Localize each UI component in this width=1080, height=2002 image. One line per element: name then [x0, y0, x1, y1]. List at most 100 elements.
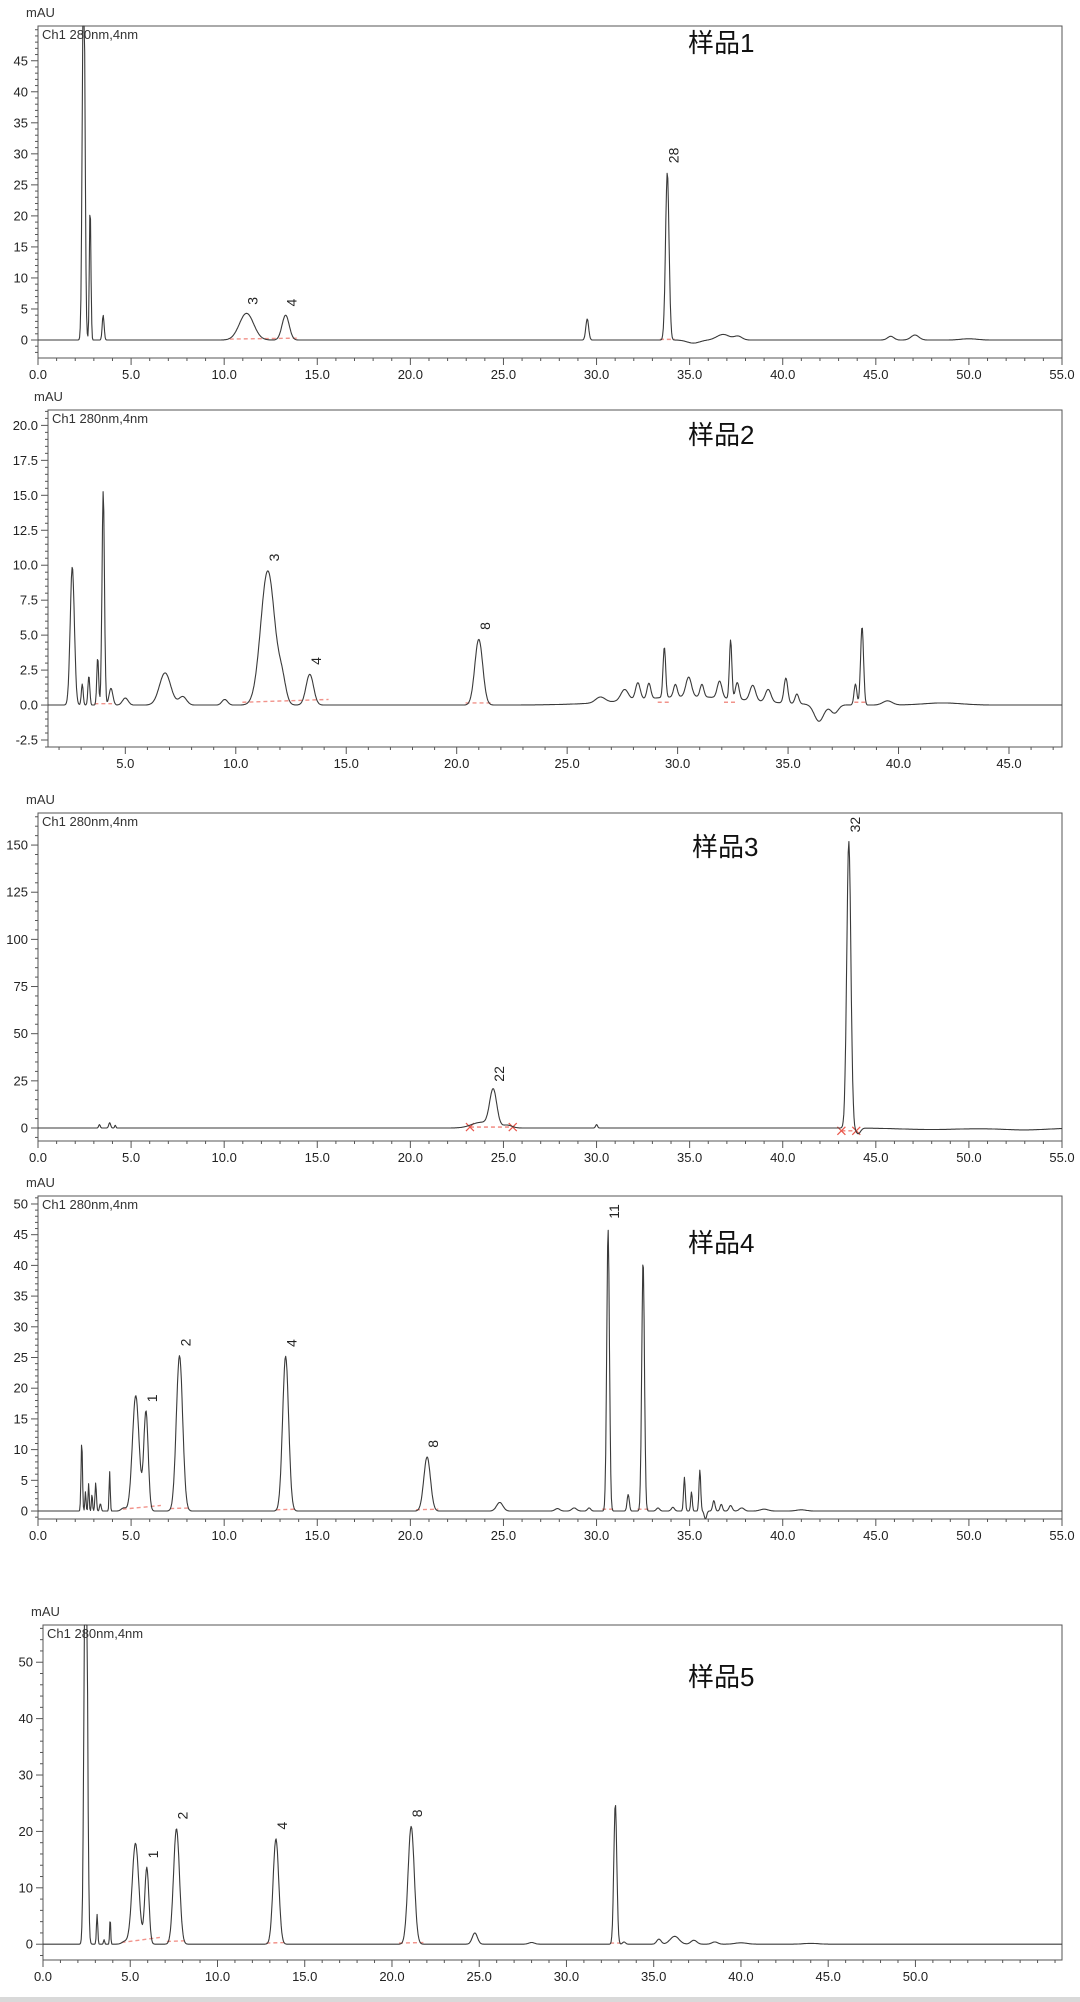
y-tick-label: 35 [14, 1289, 28, 1304]
y-tick-label: 5.0 [20, 628, 38, 643]
chart-canvas-1: 0.0 5.0 10.0 15.0 20.0 25.0 30.0 35.0 40.0 45.0 50… [14, 25, 1075, 382]
sample-title: 样品5 [688, 1662, 755, 1692]
x-tick-label: 0.0 [29, 367, 47, 382]
y-tick-label: 0 [21, 1120, 28, 1135]
y-axis-unit-label: mAU [31, 1604, 60, 1619]
y-tick-label: 0.0 [20, 698, 38, 713]
x-tick-label: 20.0 [398, 1150, 423, 1165]
chart-canvas-2: 5.0 10.0 15.0 20.0 25.0 30.0 35.0 40.0 45.0-2.50… [13, 409, 1063, 771]
x-tick-label: 25.0 [491, 1528, 516, 1543]
y-tick-label: 25 [14, 1350, 28, 1365]
x-tick-label: 20.0 [444, 756, 469, 771]
x-tick-label: 20.0 [398, 1528, 423, 1543]
peak-number-label: 1 [145, 1850, 161, 1858]
screenshot-bottom-edge [0, 1997, 1080, 2002]
x-tick-label: 20.0 [379, 1969, 404, 1984]
x-tick-label: 0.0 [29, 1150, 47, 1165]
peak-number-label: 8 [409, 1809, 425, 1817]
y-tick-label: 75 [14, 979, 28, 994]
plot-frame [37, 25, 1063, 359]
chromatogram-panel-1: 0.0 5.0 10.0 15.0 20.0 25.0 30.0 35.0 40.0 45.0 50… [0, 0, 1080, 386]
peak-number-label: 2 [174, 1811, 190, 1819]
channel-label: Ch1 280nm,4nm [42, 814, 139, 829]
chart-canvas-5: 0.0 5.0 10.0 15.0 20.0 25.0 30.0 35.0 40.0 45.0 50… [19, 1624, 1063, 1984]
peak-number-label: 3 [245, 297, 261, 305]
sample-title: 样品4 [688, 1228, 755, 1258]
y-tick-label: 125 [6, 885, 28, 900]
y-tick-label: 50 [19, 1655, 33, 1670]
x-tick-label: 35.0 [775, 756, 800, 771]
chromatogram-panel-4: 0.0 5.0 10.0 15.0 20.0 25.0 30.0 35.0 40.0 45.0 50… [0, 1172, 1080, 1572]
channel-label: Ch1 280nm,4nm [47, 1626, 144, 1641]
y-tick-label: 40 [14, 84, 28, 99]
sample-title: 样品1 [688, 28, 755, 58]
x-tick-label: 30.0 [554, 1969, 579, 1984]
y-tick-label: 25 [14, 1073, 28, 1088]
x-tick-label: 45.0 [863, 367, 888, 382]
peak-number-label: 4 [308, 657, 324, 665]
plot-frame [37, 812, 1063, 1142]
x-tick-label: 35.0 [677, 1528, 702, 1543]
x-tick-label: 30.0 [665, 756, 690, 771]
x-tick-label: 15.0 [305, 1528, 330, 1543]
y-tick-label: 12.5 [13, 523, 38, 538]
integration-baseline [276, 1508, 297, 1511]
peak-number-label: 8 [477, 622, 493, 630]
x-tick-label: 35.0 [677, 367, 702, 382]
integration-baseline [122, 1504, 161, 1510]
sample-title: 样品3 [692, 832, 759, 862]
chart-canvas-4: 0.0 5.0 10.0 15.0 20.0 25.0 30.0 35.0 40.0 45.0 50… [14, 1195, 1075, 1543]
x-tick-label: 50.0 [956, 1150, 981, 1165]
x-tick-label: 0.0 [34, 1969, 52, 1984]
chromatogram-trace [38, 840, 1063, 1135]
x-tick-label: 30.0 [584, 367, 609, 382]
y-tick-label: 2.5 [20, 663, 38, 678]
y-tick-label: 25 [14, 177, 28, 192]
chromatogram-trace [38, 25, 1062, 344]
integration-baseline [242, 698, 329, 703]
peak-number-label: 4 [274, 1822, 290, 1830]
y-axis-unit-label: mAU [26, 5, 55, 20]
integration-baseline [229, 337, 299, 340]
channel-label: Ch1 280nm,4nm [42, 1197, 139, 1212]
y-tick-label: -2.5 [16, 733, 38, 748]
x-tick-label: 30.0 [584, 1528, 609, 1543]
y-tick-label: 15 [14, 1411, 28, 1426]
x-tick-label: 35.0 [677, 1150, 702, 1165]
x-tick-label: 15.0 [305, 367, 330, 382]
x-tick-label: 40.0 [728, 1969, 753, 1984]
peak-number-label: 11 [606, 1204, 622, 1219]
x-tick-label: 15.0 [292, 1969, 317, 1984]
x-tick-label: 10.0 [205, 1969, 230, 1984]
x-tick-label: 40.0 [886, 756, 911, 771]
peak-number-label: 4 [284, 1339, 300, 1347]
x-tick-label: 25.0 [491, 367, 516, 382]
plot-frame [42, 1624, 1063, 1961]
chromatogram-panel-5: 0.0 5.0 10.0 15.0 20.0 25.0 30.0 35.0 40.0 45.0 50… [0, 1600, 1080, 2002]
y-tick-label: 50 [14, 1196, 28, 1211]
x-tick-label: 45.0 [996, 756, 1021, 771]
peak-number-label: 3 [266, 553, 282, 561]
y-tick-label: 20.0 [13, 418, 38, 433]
y-tick-label: 10 [14, 270, 28, 285]
x-tick-label: 55.0 [1049, 1528, 1074, 1543]
x-tick-label: 35.0 [641, 1969, 666, 1984]
y-tick-label: 30 [14, 146, 28, 161]
chromatogram-panel-2: 5.0 10.0 15.0 20.0 25.0 30.0 35.0 40.0 45.0 -2.5 0… [0, 388, 1080, 780]
y-tick-label: 40 [14, 1258, 28, 1273]
y-tick-label: 45 [14, 1227, 28, 1242]
y-tick-label: 35 [14, 115, 28, 130]
plot-frame [47, 409, 1063, 748]
integration-baseline [415, 1508, 439, 1511]
y-tick-label: 10 [19, 1880, 33, 1895]
peak-number-label: 32 [847, 817, 863, 833]
x-tick-label: 25.0 [467, 1969, 492, 1984]
chromatogram-trace [48, 491, 1062, 722]
integration-baseline [266, 1941, 286, 1944]
x-tick-label: 25.0 [491, 1150, 516, 1165]
x-tick-label: 10.0 [212, 1150, 237, 1165]
chromatogram-trace [43, 1624, 1062, 1945]
chromatogram-trace [38, 1229, 1062, 1520]
x-tick-label: 40.0 [770, 1150, 795, 1165]
y-tick-label: 20 [14, 208, 28, 223]
